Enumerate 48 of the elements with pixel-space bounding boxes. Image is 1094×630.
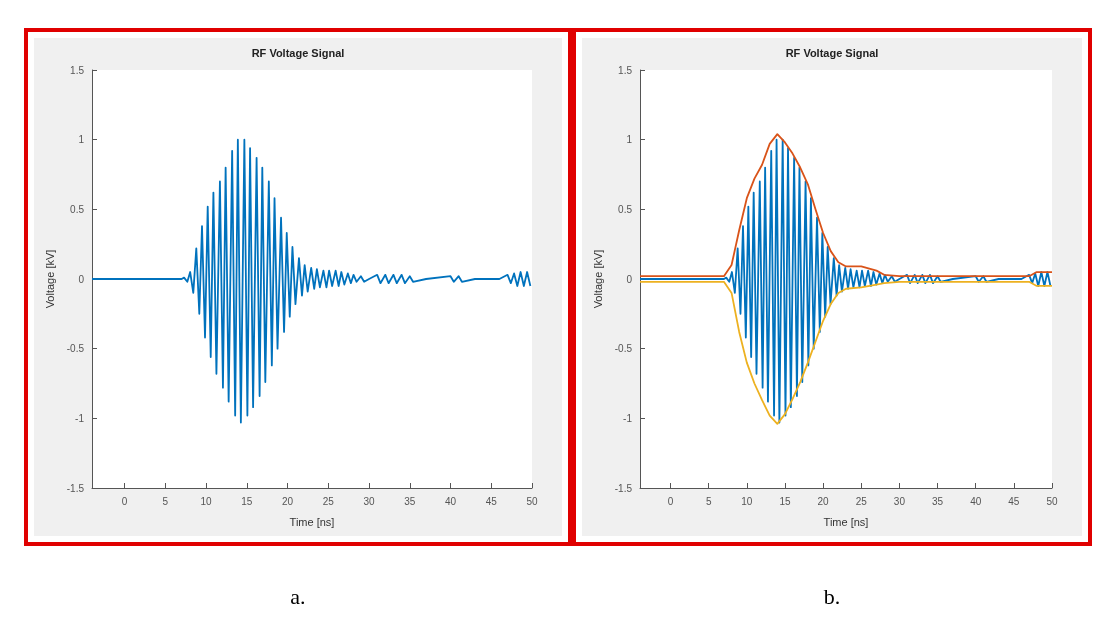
y-axis-title: Voltage [kV] bbox=[44, 249, 57, 309]
y-tick-label: -1.5 bbox=[66, 482, 85, 494]
x-tick-label: 20 bbox=[817, 495, 830, 507]
x-tick-label: 0 bbox=[667, 495, 674, 507]
x-tick-label: 15 bbox=[779, 495, 791, 507]
line-series bbox=[91, 138, 532, 424]
line-series bbox=[639, 133, 1053, 278]
x-tick-label: 30 bbox=[363, 495, 376, 507]
y-tick-label: 1 bbox=[626, 134, 633, 146]
x-tick-label: 5 bbox=[162, 495, 169, 507]
text: a. bbox=[289, 584, 307, 610]
x-tick-label: 35 bbox=[931, 495, 944, 507]
y-tick-label: 0.5 bbox=[618, 203, 633, 215]
y-tick-label: -1.5 bbox=[614, 482, 633, 494]
x-tick-label: 30 bbox=[893, 495, 906, 507]
x-axis-title: Time [ns] bbox=[289, 515, 335, 528]
y-tick-label: -1 bbox=[75, 412, 85, 424]
x-tick-label: 50 bbox=[526, 495, 538, 507]
line-series bbox=[639, 280, 1053, 425]
y-tick-label: -0.5 bbox=[614, 343, 633, 355]
chart-title: RF Voltage Signal bbox=[251, 46, 345, 59]
x-axis-title: Time [ns] bbox=[823, 515, 869, 528]
y-tick-label: 0.5 bbox=[70, 203, 85, 215]
x-tick-label: 25 bbox=[855, 495, 868, 507]
line-series bbox=[639, 138, 1052, 424]
chart-title: RF Voltage Signal bbox=[785, 46, 879, 59]
x-tick-label: 10 bbox=[200, 495, 213, 507]
x-tick-label: 50 bbox=[1046, 495, 1058, 507]
y-axis-title: Voltage [kV] bbox=[592, 249, 605, 309]
y-tick-label: 1 bbox=[78, 134, 85, 146]
x-tick-label: 45 bbox=[485, 495, 498, 507]
y-tick-label: 0 bbox=[626, 273, 633, 285]
x-tick-label: 10 bbox=[741, 495, 753, 507]
x-tick-label: 25 bbox=[322, 495, 335, 507]
y-tick-label: -1 bbox=[623, 412, 633, 424]
text: b. bbox=[822, 584, 842, 610]
y-tick-label: -0.5 bbox=[66, 343, 85, 355]
y-tick-label: 1.5 bbox=[70, 64, 85, 76]
x-tick-label: 15 bbox=[241, 495, 253, 507]
y-tick-label: 1.5 bbox=[618, 64, 633, 76]
x-tick-label: 40 bbox=[970, 495, 982, 507]
y-tick-label: 0 bbox=[78, 273, 85, 285]
x-tick-label: 35 bbox=[404, 495, 416, 507]
x-tick-label: 0 bbox=[121, 495, 128, 507]
x-tick-label: 20 bbox=[281, 495, 294, 507]
x-tick-label: 5 bbox=[705, 495, 712, 507]
x-tick-label: 45 bbox=[1008, 495, 1020, 507]
x-tick-label: 40 bbox=[444, 495, 457, 507]
